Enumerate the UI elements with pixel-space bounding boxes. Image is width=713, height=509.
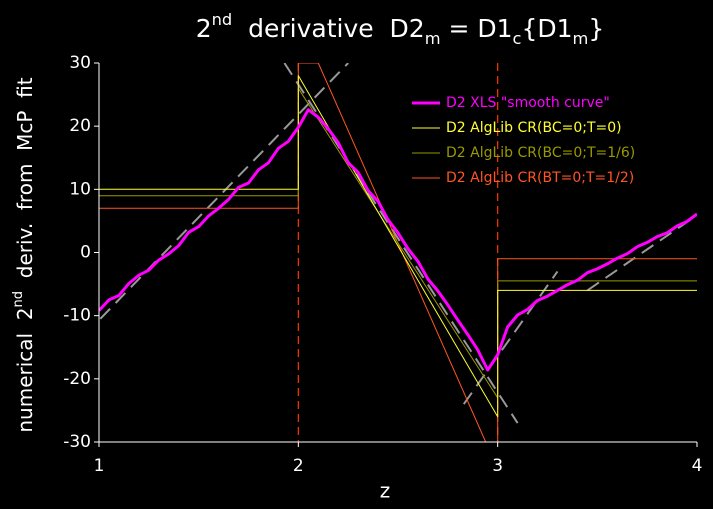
x-tick-label: 4 (692, 456, 703, 476)
x-tick-label: 2 (293, 456, 304, 476)
text-segment: m (425, 29, 441, 48)
y-tick-label: 20 (69, 116, 91, 136)
text-segment: c (513, 29, 522, 48)
text-segment: 2 (196, 14, 212, 43)
legend-label: D2 AlgLib CR(BC=0;T=1/6) (446, 145, 635, 161)
text-segment: derivative D2 (232, 14, 424, 43)
y-tick-label: 10 (69, 179, 91, 199)
x-tick-label: 3 (492, 456, 503, 476)
text-segment: {D1 (521, 14, 572, 43)
legend-label: D2 AlgLib CR(BC=0;T=0) (446, 120, 622, 136)
text-segment: m (573, 29, 589, 48)
plot (99, 63, 697, 442)
series-line (99, 87, 697, 399)
y-tick-label: -30 (63, 432, 91, 452)
x-tick-label: 1 (94, 456, 105, 476)
text-segment: nd (212, 10, 233, 29)
y-tick-label: 0 (80, 243, 91, 263)
text-segment: nd (11, 291, 26, 308)
y-axis-label: numerical 2nd deriv. from McP fit (11, 77, 37, 432)
series-line (99, 75, 697, 418)
y-tick-label: -20 (63, 369, 91, 389)
y-tick-label: 30 (69, 53, 91, 73)
legend-label: D2 XLS "smooth curve" (446, 95, 610, 111)
fit-line (99, 63, 349, 322)
chart-title: 2nd derivative D2m = D1c{D1m} (196, 10, 605, 48)
y-tick-label: -10 (63, 306, 91, 326)
series-line (99, 108, 697, 372)
x-axis-label: z (380, 479, 391, 503)
text-segment: = D1 (441, 14, 513, 43)
legend-label: D2 AlgLib CR(BT=0;T=1/2) (446, 170, 634, 186)
text-segment: numerical 2 (13, 307, 37, 432)
text-segment: deriv. from McP fit (13, 77, 37, 291)
text-segment: } (588, 14, 604, 43)
fit-line (462, 270, 559, 405)
